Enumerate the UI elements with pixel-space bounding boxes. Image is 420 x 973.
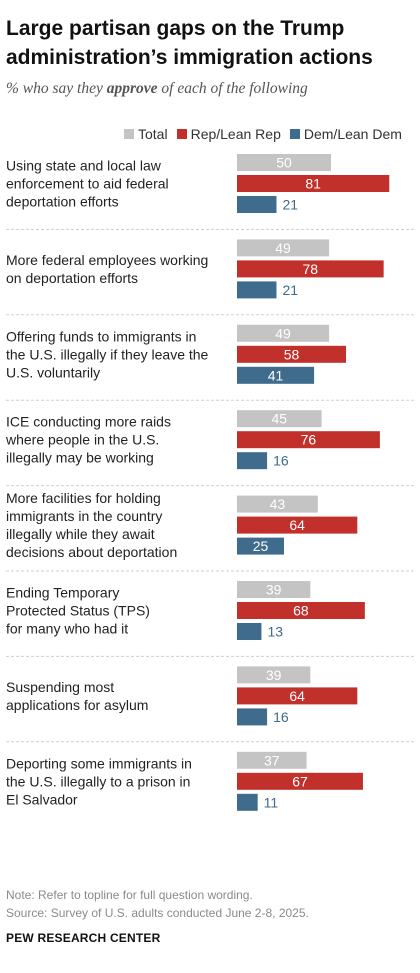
data-label-rep: 76 (301, 432, 317, 448)
legend-label-rep: Rep/Lean Rep (190, 126, 281, 142)
category-label: applications for asylum (6, 697, 148, 713)
data-label-total: 50 (276, 155, 292, 171)
bar-total (237, 495, 318, 513)
legend-swatch-total (124, 129, 134, 139)
bar-rep (237, 431, 380, 449)
bar-rep (237, 772, 363, 790)
bar-total (237, 581, 311, 598)
category-label: deportation efforts (6, 194, 119, 210)
subtitle-emphasis: approve (106, 80, 158, 97)
bar-total (237, 751, 307, 769)
bar-total (237, 154, 331, 171)
bar-dem (237, 196, 277, 213)
category-label: Protected Status (TPS) (6, 603, 150, 619)
category-label: on deportation efforts (6, 270, 138, 286)
bar-dem (237, 452, 268, 470)
category-label: U.S. voluntarily (6, 364, 100, 380)
bar-rep (237, 602, 365, 619)
bar-chart: Using state and local law enforcement to … (5, 154, 414, 811)
bar-total (237, 666, 311, 684)
bar-rep (237, 260, 384, 278)
bar-dem (237, 623, 262, 640)
data-label-rep: 67 (292, 773, 308, 789)
category-label: ICE conducting more raids (6, 414, 171, 430)
bar-total (237, 410, 322, 428)
bar-total (237, 324, 330, 342)
category-label: decisions about deportation (6, 544, 177, 560)
category-label: for many who had it (6, 621, 128, 637)
data-label-dem: 16 (273, 453, 289, 469)
subtitle-suffix: of each of the following (157, 80, 308, 97)
legend-swatch-rep (176, 129, 187, 139)
category-label: illegally while they await (6, 526, 155, 542)
data-label-total: 49 (275, 325, 291, 341)
category-label: More federal employees working (6, 252, 208, 268)
legend-swatch-dem (289, 129, 300, 139)
data-label-total: 37 (264, 752, 280, 768)
category-label: Suspending most (6, 679, 114, 695)
category-label: Offering funds to immigrants in (6, 328, 196, 344)
data-label-total: 49 (275, 240, 291, 256)
category-label: Ending Temporary (6, 585, 119, 601)
data-label-rep: 64 (289, 517, 305, 533)
data-label-rep: 68 (293, 603, 309, 619)
data-label-dem: 21 (282, 197, 298, 213)
legend-item-rep: Rep/Lean Rep (176, 126, 281, 142)
legend-item-total: Total (124, 126, 168, 142)
chart-note: Note: Refer to topline for full question… (6, 888, 253, 902)
data-label-dem: 41 (268, 367, 284, 383)
chart-legend: Total Rep/Lean Rep Dem/Lean Dem (124, 126, 411, 142)
data-label-rep: 64 (289, 688, 305, 704)
data-label-rep: 78 (303, 261, 319, 277)
data-label-rep: 58 (284, 346, 300, 362)
subtitle-prefix: % who say they (6, 80, 107, 97)
data-label-dem: 21 (282, 282, 298, 298)
bar-total (237, 239, 330, 257)
legend-item-dem: Dem/Lean Dem (289, 126, 402, 142)
category-label: the U.S. illegally if they leave the (6, 346, 209, 362)
category-label: Deporting some immigrants in (6, 755, 192, 771)
chart-subtitle: % who say they approve of each of the fo… (6, 80, 308, 98)
data-label-dem: 13 (267, 624, 283, 640)
category-label: Using state and local law (6, 158, 162, 174)
chart-source: Source: Survey of U.S. adults conducted … (6, 906, 309, 920)
bar-rep (237, 175, 390, 192)
category-label: immigrants in the country (6, 508, 162, 524)
pew-brand: PEW RESEARCH CENTER (6, 931, 161, 945)
category-label: the U.S. illegally to a prison in (6, 773, 190, 789)
data-label-rep: 81 (305, 176, 321, 192)
category-label: enforcement to aid federal (6, 176, 169, 192)
bar-dem (237, 793, 258, 811)
bar-dem (237, 708, 268, 726)
legend-label-dem: Dem/Lean Dem (303, 126, 402, 142)
chart-title: Large partisan gaps on the Trump adminis… (6, 17, 373, 69)
bar-dem (237, 537, 284, 555)
legend-label-total: Total (138, 126, 168, 142)
data-label-total: 39 (266, 667, 282, 683)
data-label-dem: 11 (264, 794, 279, 810)
data-label-dem: 16 (273, 709, 289, 725)
bar-rep (237, 345, 347, 363)
data-label-dem: 25 (253, 538, 269, 554)
category-label: where people in the U.S. (5, 432, 159, 448)
category-label: More facilities for holding (6, 490, 161, 506)
data-label-total: 39 (266, 582, 282, 598)
data-label-total: 43 (270, 496, 286, 512)
data-label-total: 45 (272, 411, 288, 427)
bar-rep (237, 687, 358, 705)
category-label: El Salvador (6, 791, 78, 807)
bar-dem (237, 281, 277, 299)
category-label: illegally may be working (6, 450, 154, 466)
bar-rep (237, 516, 358, 534)
bar-dem (237, 366, 315, 384)
